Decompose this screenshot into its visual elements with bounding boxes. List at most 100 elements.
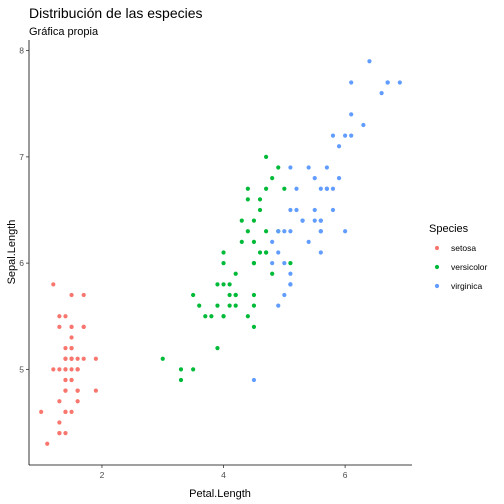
- data-point-versicolor: [246, 187, 250, 191]
- data-point-versicolor: [258, 250, 262, 254]
- data-point-versicolor: [240, 240, 244, 244]
- data-point-virginica: [337, 176, 341, 180]
- data-point-setosa: [57, 314, 61, 318]
- legend-key-versicolor: [435, 265, 439, 269]
- data-point-versicolor: [221, 314, 225, 318]
- data-point-virginica: [282, 229, 286, 233]
- data-point-setosa: [69, 335, 73, 339]
- data-point-virginica: [294, 208, 298, 212]
- x-tick-label: 4: [221, 470, 226, 480]
- data-point-virginica: [313, 176, 317, 180]
- data-point-versicolor: [258, 208, 262, 212]
- data-point-versicolor: [240, 219, 244, 223]
- data-point-setosa: [94, 357, 98, 361]
- data-point-virginica: [288, 208, 292, 212]
- data-point-versicolor: [234, 293, 238, 297]
- data-point-virginica: [325, 165, 329, 169]
- legend-key-setosa: [435, 246, 439, 250]
- data-point-virginica: [319, 229, 323, 233]
- data-point-setosa: [51, 367, 55, 371]
- data-point-setosa: [57, 325, 61, 329]
- legend-title: Species: [429, 223, 469, 235]
- data-point-versicolor: [246, 314, 250, 318]
- y-axis-ticks: 5 6 7 8: [19, 46, 29, 375]
- data-point-setosa: [63, 389, 67, 393]
- data-point-setosa: [94, 389, 98, 393]
- data-point-virginica: [398, 80, 402, 84]
- data-point-setosa: [51, 282, 55, 286]
- legend-items: setosa versicolor virginica: [435, 243, 488, 291]
- chart-subtitle: Gráfica propia: [29, 26, 99, 38]
- data-point-versicolor: [264, 155, 268, 159]
- y-tick-label: 5: [19, 364, 24, 374]
- data-point-setosa: [63, 357, 67, 361]
- data-point-virginica: [270, 261, 274, 265]
- data-point-setosa: [63, 431, 67, 435]
- data-point-versicolor: [209, 314, 213, 318]
- data-point-versicolor: [252, 261, 256, 265]
- data-point-versicolor: [258, 197, 262, 201]
- data-point-setosa: [82, 357, 86, 361]
- data-point-virginica: [282, 261, 286, 265]
- y-tick-label: 6: [19, 258, 24, 268]
- data-point-setosa: [76, 399, 80, 403]
- data-points: [39, 59, 402, 446]
- data-point-versicolor: [234, 304, 238, 308]
- data-point-versicolor: [191, 367, 195, 371]
- data-point-virginica: [337, 144, 341, 148]
- data-point-virginica: [307, 165, 311, 169]
- data-point-virginica: [313, 208, 317, 212]
- data-point-versicolor: [252, 293, 256, 297]
- data-point-setosa: [57, 367, 61, 371]
- data-point-virginica: [288, 282, 292, 286]
- data-point-setosa: [69, 293, 73, 297]
- legend-label-setosa: setosa: [451, 243, 476, 253]
- axes: [29, 40, 412, 465]
- data-point-setosa: [63, 346, 67, 350]
- data-point-versicolor: [215, 282, 219, 286]
- data-point-versicolor: [179, 367, 183, 371]
- data-point-virginica: [294, 187, 298, 191]
- legend: Species setosa versicolor virginica: [429, 223, 488, 291]
- data-point-versicolor: [252, 325, 256, 329]
- data-point-versicolor: [215, 304, 219, 308]
- data-point-virginica: [252, 378, 256, 382]
- data-point-virginica: [331, 134, 335, 138]
- data-point-setosa: [82, 325, 86, 329]
- data-point-versicolor: [221, 261, 225, 265]
- data-point-versicolor: [228, 282, 232, 286]
- data-point-setosa: [63, 367, 67, 371]
- data-point-setosa: [63, 314, 67, 318]
- data-point-setosa: [57, 420, 61, 424]
- data-point-versicolor: [246, 197, 250, 201]
- data-point-versicolor: [228, 304, 232, 308]
- legend-label-versicolor: versicolor: [451, 262, 488, 272]
- y-tick-label: 8: [19, 46, 24, 56]
- data-point-setosa: [57, 399, 61, 403]
- data-point-setosa: [63, 378, 67, 382]
- data-point-versicolor: [276, 165, 280, 169]
- data-point-setosa: [76, 389, 80, 393]
- data-point-setosa: [69, 357, 73, 361]
- data-point-setosa: [76, 367, 80, 371]
- data-point-virginica: [288, 272, 292, 276]
- data-point-virginica: [300, 219, 304, 223]
- data-point-setosa: [69, 367, 73, 371]
- data-point-setosa: [63, 410, 67, 414]
- data-point-virginica: [313, 219, 317, 223]
- x-axis-ticks: 2 4 6: [100, 465, 348, 480]
- data-point-versicolor: [288, 261, 292, 265]
- data-point-virginica: [319, 219, 323, 223]
- chart-title: Distribución de las especies: [29, 5, 203, 21]
- data-point-virginica: [319, 187, 323, 191]
- data-point-versicolor: [179, 378, 183, 382]
- data-point-setosa: [82, 293, 86, 297]
- data-point-virginica: [276, 250, 280, 254]
- data-point-virginica: [288, 229, 292, 233]
- data-point-versicolor: [252, 219, 256, 223]
- data-point-virginica: [380, 91, 384, 95]
- legend-label-virginica: virginica: [451, 281, 482, 291]
- data-point-setosa: [69, 325, 73, 329]
- data-point-virginica: [288, 165, 292, 169]
